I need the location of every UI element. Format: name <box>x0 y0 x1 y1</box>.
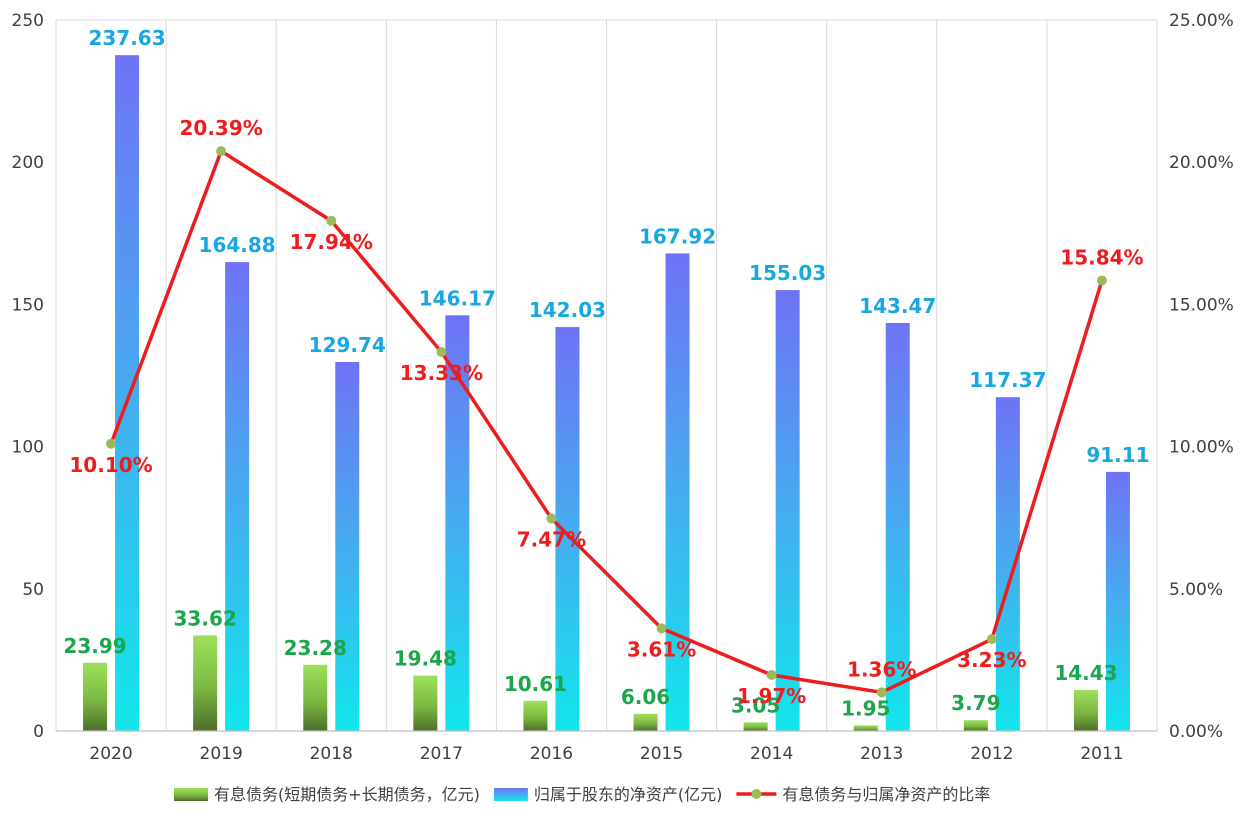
y-right-tick: 15.00% <box>1169 295 1234 315</box>
bar-equity-2015 <box>665 253 690 731</box>
bar-debt-2016 <box>523 700 548 731</box>
legend-swatch <box>174 788 208 801</box>
axes: 2020 2019 2018 2017 2016 2015 2014 2013 2012 2011… <box>12 11 1234 764</box>
label-ratio-2013: 1.36% <box>847 657 916 681</box>
y-left-tick: 200 <box>12 153 44 173</box>
x-tick-2013: 2013 <box>860 744 903 764</box>
ratio-line <box>106 146 1107 698</box>
bar-equity-2014 <box>775 290 800 731</box>
bar-debt-2013 <box>853 725 878 731</box>
gridlines <box>55 19 1158 731</box>
bar-debt-2012 <box>963 720 988 731</box>
label-ratio-2016: 7.47% <box>517 528 586 552</box>
label-ratio-2011: 15.84% <box>1060 246 1143 270</box>
label-debt-2018: 23.28 <box>284 636 347 660</box>
y-left-tick: 250 <box>12 11 44 31</box>
ratio-marker-2012 <box>986 634 997 645</box>
y-right-tick: 5.00% <box>1169 580 1223 600</box>
label-debt-2014: 3.05 <box>731 693 780 717</box>
label-equity-2020: 237.63 <box>88 26 165 50</box>
label-ratio-2015: 3.61% <box>627 637 696 661</box>
legend-item-ratio: 有息债务与归属净资产的比率 <box>736 785 990 804</box>
label-ratio-2019: 20.39% <box>179 116 262 140</box>
label-equity-2016: 142.03 <box>529 298 606 322</box>
y-left-tick: 100 <box>12 438 44 458</box>
label-equity-2015: 167.92 <box>639 224 716 248</box>
bar-debt-2017 <box>413 675 438 731</box>
ratio-marker-2013 <box>876 687 887 698</box>
x-tick-2018: 2018 <box>310 744 353 764</box>
ratio-marker-2015 <box>656 623 667 634</box>
ratio-marker-2017 <box>436 346 447 357</box>
x-tick-2014: 2014 <box>750 744 793 764</box>
x-tick-2015: 2015 <box>640 744 683 764</box>
label-ratio-2018: 17.94% <box>290 230 373 254</box>
x-tick-2020: 2020 <box>89 744 132 764</box>
label-equity-2014: 155.03 <box>749 261 826 285</box>
y-right-tick: 20.00% <box>1169 153 1234 173</box>
y-left-tick: 0 <box>33 722 44 742</box>
legend-label: 归属于股东的净资产(亿元) <box>534 785 723 804</box>
label-ratio-2014: 1.97% <box>737 684 806 708</box>
bar-equity-2019 <box>225 262 250 731</box>
x-tick-2017: 2017 <box>420 744 463 764</box>
bar-equity-2016 <box>555 327 580 731</box>
bar-equity-2018 <box>335 362 360 731</box>
bar-equity-2013 <box>885 322 910 731</box>
legend-label: 有息债务与归属净资产的比率 <box>782 785 990 804</box>
label-equity-2017: 146.17 <box>419 286 496 310</box>
label-debt-2020: 23.99 <box>63 634 126 658</box>
ratio-marker-2016 <box>546 513 557 524</box>
legend-item-equity: 归属于股东的净资产(亿元) <box>493 785 723 804</box>
ratio-marker-2019 <box>216 146 227 157</box>
label-equity-2018: 129.74 <box>309 333 386 357</box>
x-tick-2019: 2019 <box>200 744 243 764</box>
x-tick-2011: 2011 <box>1080 744 1123 764</box>
data-labels: 23.99 237.63 33.62 164.88 23.28 129.74 19.48 14… <box>63 26 1149 720</box>
bar-debt-2018 <box>303 664 328 731</box>
label-equity-2012: 117.37 <box>969 368 1046 392</box>
label-debt-2012: 3.79 <box>951 691 1000 715</box>
bar-debt-2019 <box>193 635 218 731</box>
ratio-series-line <box>109 149 1104 695</box>
bar-equity-2017 <box>445 315 470 731</box>
y-right-tick: 25.00% <box>1169 11 1234 31</box>
ratio-marker-2018 <box>326 215 337 226</box>
label-debt-2015: 6.06 <box>621 685 670 709</box>
label-equity-2011: 91.11 <box>1086 443 1149 467</box>
legend: 有息债务(短期债务+长期债务，亿元) 归属于股东的净资产(亿元) 有息债务与归属净资… <box>174 785 990 804</box>
label-ratio-2020: 10.10% <box>69 453 152 477</box>
label-ratio-2017: 13.33% <box>400 361 483 385</box>
label-ratio-2012: 3.23% <box>957 648 1026 672</box>
label-debt-2019: 33.62 <box>174 606 237 630</box>
x-tick-2012: 2012 <box>970 744 1013 764</box>
x-tick-2016: 2016 <box>530 744 573 764</box>
y-right-tick: 10.00% <box>1169 438 1234 458</box>
label-equity-2019: 164.88 <box>199 233 276 257</box>
legend-swatch <box>493 788 528 801</box>
bar-debt-2020 <box>83 662 108 731</box>
ratio-marker-2011 <box>1096 275 1107 286</box>
bars <box>83 55 1130 731</box>
bar-equity-2020 <box>115 55 140 731</box>
label-debt-2011: 14.43 <box>1054 661 1117 685</box>
label-debt-2013: 1.95 <box>841 696 890 720</box>
bar-debt-2014 <box>743 722 768 731</box>
legend-swatch-marker <box>751 789 762 799</box>
legend-item-debt: 有息债务(短期债务+长期债务，亿元) <box>174 785 480 804</box>
y-right-tick: 0.00% <box>1169 722 1223 742</box>
bar-debt-2015 <box>633 713 658 731</box>
legend-label: 有息债务(短期债务+长期债务，亿元) <box>214 785 480 804</box>
bar-equity-2011 <box>1105 471 1130 731</box>
label-debt-2016: 10.61 <box>504 672 567 696</box>
y-left-tick: 50 <box>22 580 44 600</box>
ratio-marker-2014 <box>766 669 777 680</box>
y-left-tick: 150 <box>12 295 44 315</box>
bar-debt-2011 <box>1073 689 1098 731</box>
label-debt-2017: 19.48 <box>394 647 457 671</box>
ratio-marker-2020 <box>106 438 117 449</box>
label-equity-2013: 143.47 <box>859 294 936 318</box>
